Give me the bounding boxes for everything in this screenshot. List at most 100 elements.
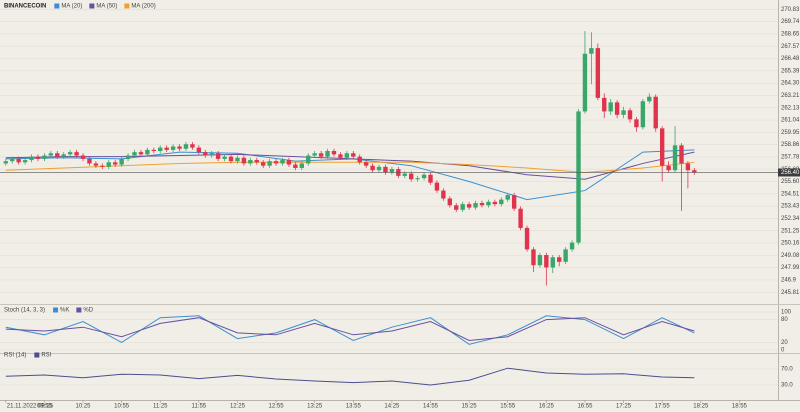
y-tick-label: 252.34 (781, 216, 800, 222)
candle-body (608, 102, 613, 112)
candle-body (112, 162, 118, 165)
candle-body (100, 165, 105, 167)
candle-body (505, 195, 510, 200)
y-tick-label: 267.57 (781, 44, 800, 50)
y-tick-label: 30.0 (781, 383, 793, 389)
candle-body (93, 163, 99, 166)
candle-body (537, 255, 543, 266)
candle-body (409, 173, 414, 180)
last-price-label: 256.40 (781, 170, 800, 176)
candle-body (125, 155, 131, 159)
y-tick-label: 80 (781, 317, 788, 323)
candle-body (48, 153, 54, 156)
candle-body (80, 155, 86, 159)
candle-body (209, 153, 214, 156)
candle-body (228, 156, 234, 162)
candle-body (569, 242, 575, 250)
legend-swatch (124, 3, 130, 9)
candle-body (421, 174, 427, 179)
x-tick-label: 11:25 (153, 404, 168, 410)
candle-body (241, 157, 247, 164)
candle-body (428, 174, 433, 183)
x-tick-label: 16:25 (539, 404, 555, 410)
x-tick-label: 12:55 (269, 404, 285, 410)
candle-body (35, 156, 41, 159)
candle-body (685, 163, 691, 171)
candle-body (183, 144, 189, 149)
candle-body (286, 160, 292, 165)
candle-body (621, 110, 626, 115)
candle-body (692, 170, 697, 173)
x-tick-label: 10:25 (76, 404, 92, 410)
y-tick-label: 263.21 (781, 93, 800, 99)
candle-body (351, 153, 356, 157)
candle-body (248, 160, 253, 164)
candle-body (273, 161, 279, 164)
y-tick-label: 254.51 (781, 191, 800, 197)
candle-body (499, 199, 504, 205)
x-tick-label: 13:25 (307, 404, 323, 410)
x-tick-label: 10:55 (114, 404, 130, 410)
candle-body (222, 156, 227, 159)
candle-body (29, 156, 34, 161)
candle-body (170, 146, 176, 150)
candle-body (132, 152, 137, 156)
y-tick-label: 266.48 (781, 56, 800, 62)
candle-body (486, 201, 491, 206)
legend-swatch (76, 307, 82, 313)
legend-label: MA (50) (96, 4, 117, 10)
candle-body (582, 53, 588, 112)
y-tick-label: 262.13 (781, 105, 800, 111)
candle-body (653, 96, 658, 129)
legend-label: %D (83, 308, 93, 314)
candle-body (267, 161, 272, 166)
candle-body (67, 152, 73, 155)
legend-swatch (89, 3, 95, 9)
candle-body (679, 145, 684, 164)
candle-body (434, 182, 440, 191)
candle-body (312, 153, 317, 156)
y-tick-label: 247.99 (781, 265, 800, 271)
candle-body (383, 166, 388, 173)
candle-body (151, 149, 156, 151)
candle-body (74, 152, 79, 156)
x-tick-label: 21.11.2022 09:25 (7, 404, 54, 410)
candle-body (344, 153, 350, 158)
candle-body (544, 255, 549, 268)
candle-body (138, 152, 144, 155)
candle-body (640, 101, 646, 128)
candle-body (293, 164, 298, 168)
candle-body (280, 160, 285, 164)
candle-body (460, 204, 465, 210)
candle-body (158, 147, 163, 151)
candle-body (331, 151, 337, 155)
candle-body (466, 204, 472, 208)
candle-body (10, 158, 15, 162)
candle-body (235, 157, 240, 162)
candle-body (145, 149, 150, 155)
y-tick-label: 261.04 (781, 118, 800, 124)
x-tick-label: 11:55 (192, 404, 207, 410)
y-tick-label: 249.08 (781, 253, 800, 259)
candle-body (357, 156, 362, 163)
y-tick-label: 100 (781, 310, 792, 316)
candle-body (177, 146, 182, 149)
y-tick-label: 20 (781, 340, 788, 346)
candle-body (16, 158, 21, 163)
candle-body (190, 144, 195, 148)
candle-body (215, 153, 221, 159)
y-tick-label: 268.65 (781, 32, 800, 38)
candle-body (492, 201, 498, 205)
candle-body (389, 169, 395, 173)
legend-label: MA (20) (61, 4, 82, 10)
series-line (5, 367, 695, 386)
y-tick-label: 264.30 (781, 81, 800, 87)
x-tick-label: 18:55 (732, 404, 748, 410)
series-line (5, 151, 695, 180)
candle-body (602, 97, 607, 112)
candle-body (441, 190, 446, 199)
candle-body (557, 257, 562, 262)
candle-body (511, 195, 517, 209)
candle-body (454, 205, 459, 210)
